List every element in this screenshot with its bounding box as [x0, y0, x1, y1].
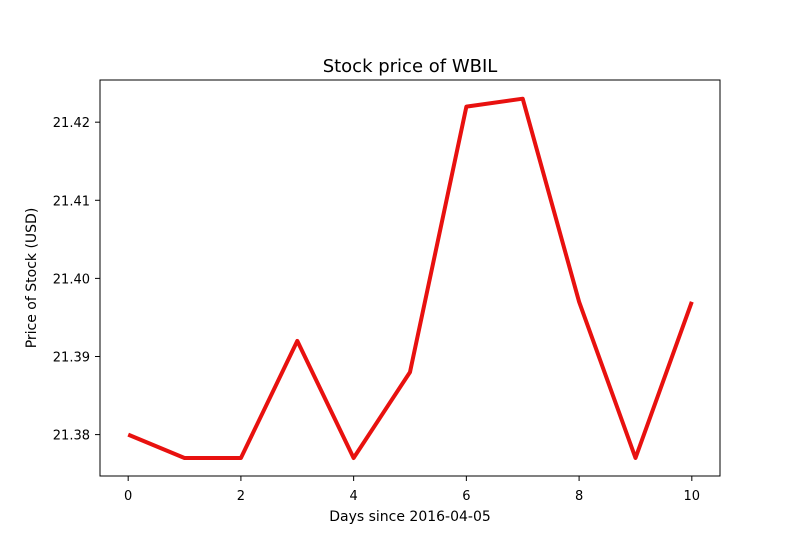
series-layer	[126, 96, 694, 460]
data-point	[577, 300, 581, 304]
x-tick-label: 4	[349, 489, 357, 504]
data-point	[352, 456, 356, 460]
data-point	[408, 370, 412, 374]
data-point	[126, 433, 130, 437]
y-axis-ticks: 21.38 21.39 21.40 21.41 21.42	[53, 116, 100, 444]
y-tick-label: 21.41	[53, 194, 90, 209]
x-tick-label: 0	[124, 489, 132, 504]
plot-frame	[99, 79, 721, 477]
plot-area: 0 2 4 6 8 10 21.38 21.39 21.40 21.41 21.42	[53, 79, 721, 504]
y-tick-label: 21.42	[53, 116, 90, 131]
x-tick-label: 8	[575, 489, 583, 504]
x-axis-label: Days since 2016-04-05	[329, 509, 491, 525]
x-axis-ticks: 0 2 4 6 8 10	[124, 476, 700, 504]
y-axis-label: Price of Stock (USD)	[24, 208, 40, 349]
y-tick-label: 21.38	[53, 429, 90, 444]
x-tick-label: 6	[462, 489, 470, 504]
data-point	[295, 339, 299, 343]
series-line	[127, 96, 694, 460]
data-point	[239, 456, 243, 460]
data-point	[464, 105, 468, 109]
y-tick-label: 21.40	[53, 272, 90, 287]
y-tick-label: 21.39	[53, 350, 90, 365]
chart-title: Stock price of WBIL	[323, 56, 498, 77]
x-tick-label: 10	[684, 489, 701, 504]
data-point	[634, 456, 638, 460]
data-point	[521, 97, 525, 101]
data-point	[690, 300, 694, 304]
data-point	[183, 456, 187, 460]
x-tick-label: 2	[237, 489, 245, 504]
